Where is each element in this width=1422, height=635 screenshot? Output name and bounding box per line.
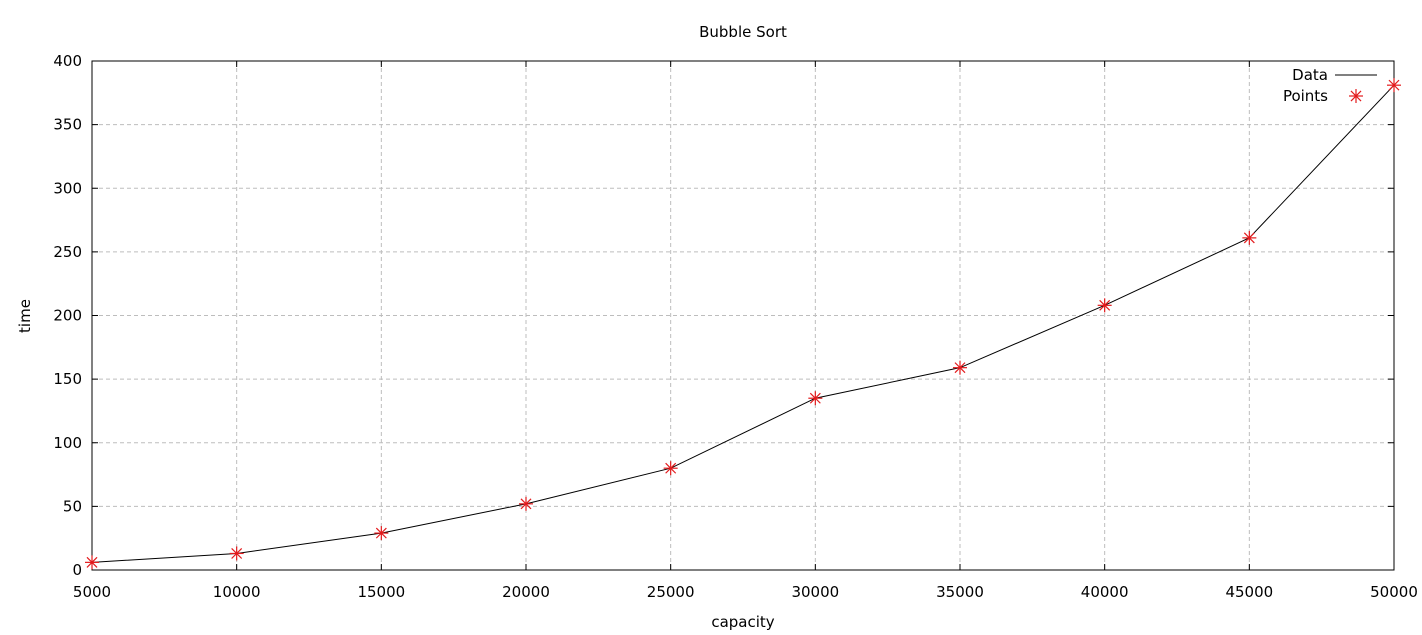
data-point — [229, 546, 244, 561]
legend-item-points: Points — [1283, 87, 1363, 105]
x-ticks: 5000 10000 15000 20000 25000 30000 35000 40000 4… — [73, 61, 1418, 601]
y-tick-label: 150 — [53, 370, 82, 388]
y-axis-label: time — [16, 299, 34, 333]
data-point — [808, 391, 823, 406]
marker-stroke — [1243, 232, 1255, 244]
x-tick-label: 20000 — [502, 583, 550, 601]
marker-stroke — [1350, 90, 1362, 102]
x-tick-label: 35000 — [936, 583, 984, 601]
marker-stroke — [520, 498, 532, 510]
marker-stroke — [1099, 299, 1111, 311]
y-tick-label: 350 — [53, 116, 82, 134]
series-line-data — [91, 84, 1395, 563]
marker-stroke — [231, 547, 243, 559]
marker-stroke — [86, 556, 98, 568]
legend-label: Data — [1292, 66, 1328, 84]
x-tick-label: 15000 — [357, 583, 405, 601]
legend-swatch-marker — [1349, 89, 1363, 103]
marker-stroke — [1388, 79, 1400, 91]
y-tick-label: 300 — [53, 179, 82, 197]
data-point — [374, 526, 389, 541]
y-tick-label: 400 — [53, 52, 82, 70]
marker-stroke — [954, 362, 966, 374]
x-tick-label: 45000 — [1225, 583, 1273, 601]
legend: Data Points — [1283, 66, 1377, 105]
x-axis-label: capacity — [711, 613, 774, 631]
legend-item-data: Data — [1292, 66, 1377, 84]
series-lines — [91, 84, 1395, 563]
legend-label: Points — [1283, 87, 1328, 105]
marker-stroke — [375, 527, 387, 539]
data-point — [663, 461, 678, 476]
y-ticks: 0 50 100 150 200 250 300 350 400 — [53, 52, 1394, 579]
data-point — [1097, 298, 1112, 313]
marker-stroke — [809, 392, 821, 404]
y-tick-label: 200 — [53, 307, 82, 325]
y-tick-label: 0 — [72, 561, 82, 579]
y-tick-label: 100 — [53, 434, 82, 452]
data-point — [1242, 230, 1257, 245]
marker-stroke — [665, 462, 677, 474]
data-point — [953, 360, 967, 375]
x-tick-label: 10000 — [213, 583, 261, 601]
x-tick-label: 25000 — [647, 583, 695, 601]
chart-title: Bubble Sort — [699, 23, 787, 41]
series-points — [85, 78, 1401, 570]
x-tick-label: 30000 — [791, 583, 839, 601]
y-tick-label: 250 — [53, 243, 82, 261]
x-tick-label: 40000 — [1081, 583, 1129, 601]
y-tick-label: 50 — [63, 497, 82, 515]
x-tick-label: 50000 — [1370, 583, 1418, 601]
data-point — [519, 496, 533, 511]
x-tick-label: 5000 — [73, 583, 111, 601]
grid — [92, 61, 1394, 570]
data-point — [1387, 78, 1401, 93]
data-point — [85, 555, 99, 570]
